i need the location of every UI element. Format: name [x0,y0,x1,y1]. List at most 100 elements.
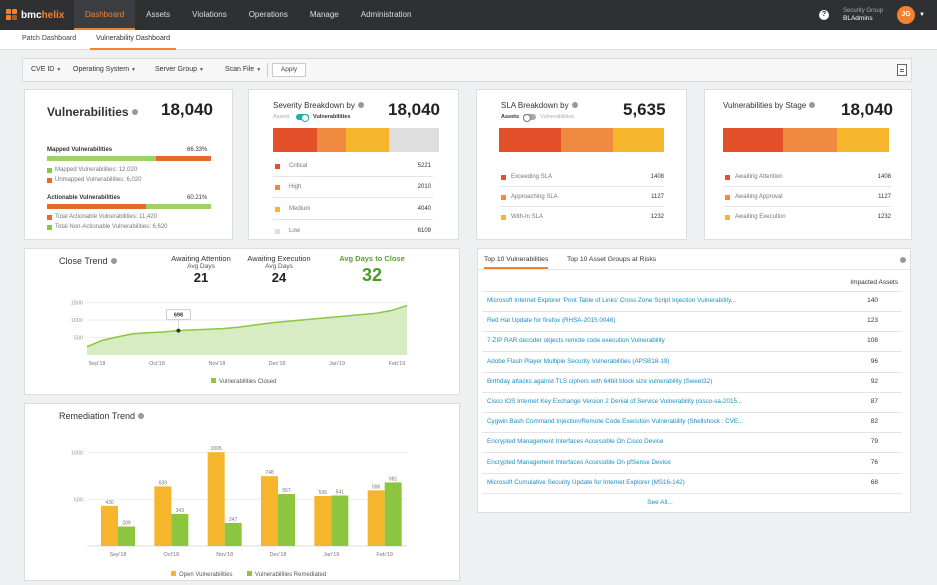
legend-swatch-mapped [47,168,52,173]
tab-top10-vulnerabilities[interactable]: Top 10 Vulnerabilities [484,256,549,269]
nav-dashboard[interactable]: Dashboard [74,0,136,30]
info-icon [571,101,578,108]
security-group[interactable]: Security Group BLAdmins [843,7,883,23]
bar-approaching [561,128,613,152]
help-icon[interactable]: ? [819,10,830,20]
impacted-assets-value: 96 [870,357,878,365]
sla-exceeding-value: 1408 [650,174,664,180]
legend-swatch-unmapped [47,178,52,183]
apply-button[interactable]: Apply [272,63,306,77]
impacted-assets-value: 68 [870,478,878,486]
bar-value-label: 343 [176,508,185,514]
highlight-point [176,328,181,333]
security-group-value: BLAdmins [843,15,873,22]
remediation-trend-chart: 500 1000 430 209 Sep'18 639 343 Oct'18 1005 247 No… [71,446,407,578]
bar-exceeding [499,128,561,152]
vulnerability-link[interactable]: Microsoft Internet Explorer 'Print Table… [487,297,737,304]
series-area-vulnerabilities-closed [87,305,407,355]
assets-vulnerabilities-toggle[interactable] [296,114,309,122]
tab-top10-asset-groups[interactable]: Top 10 Asset Groups at Risks [567,256,657,263]
stage-execution-label: Awaiting Execution [735,214,786,220]
info-icon [357,101,364,108]
document-icon[interactable] [897,64,907,76]
filter-scan-file[interactable]: Scan File ▼ [225,66,262,73]
bmc-helix-logo[interactable]: bmchelix [6,9,74,21]
stage-execution-value: 1232 [877,214,891,220]
nav-operations[interactable]: Operations [248,10,288,19]
severity-title: Severity Breakdown by [273,101,364,110]
vulnerabilities-panel: Vulnerabilities 18,040 Mapped Vulnerabil… [24,89,233,240]
mapped-bar-fill [47,156,156,161]
stat-avg-days-close: Avg Days to Close 32 [339,254,405,285]
info-icon [110,257,117,264]
bar-open [367,490,385,546]
settings-icon[interactable] [900,257,906,263]
nav-violations[interactable]: Violations [192,10,227,19]
swatch-awaiting-approval [725,195,730,200]
vulnerability-link[interactable]: Red Hat Update for firefox (RHSA-2015:00… [487,317,616,325]
legend-swatch-nonactionable [47,225,52,230]
toggle-right-label: Vulnerabilities [540,114,575,120]
top-nav: bmchelix Dashboard Assets Violations Ope… [0,0,937,30]
nav-assets[interactable]: Assets [146,10,171,19]
stat-awaiting-execution: Awaiting Execution Avg Days 24 [247,254,311,285]
nav-manage[interactable]: Manage [309,10,339,19]
vulnerability-link[interactable]: Encrypted Management Interfaces Accessib… [487,458,671,466]
bar-low [389,128,439,152]
bar-critical [273,128,317,152]
bmc-logo-icon [6,9,18,21]
sla-exceeding-label: Exceeding SLA [511,174,553,180]
bar-remediated [331,495,349,546]
x-tick-label: Feb'19 [389,361,406,367]
nav-administration[interactable]: Administration [360,10,412,19]
chevron-down-icon: ▼ [131,67,136,73]
unmapped-count: Unmapped Vulnerabilities: 6,020 [55,177,142,183]
chevron-down-icon[interactable]: ▼ [919,12,925,18]
toggle-left-label: Assets [273,114,290,120]
severity-critical-label: Critical [289,163,308,169]
table-row: Microsoft Cumulative Security Update for… [478,478,910,498]
table-row: Cisco IOS Internet Key Exchange Version … [478,397,910,417]
table-row: Adobe Flash Player Multiple Security Vul… [478,357,910,377]
vulnerability-link[interactable]: Microsoft Cumulative Security Update for… [487,478,685,486]
vulnerability-link[interactable]: Encrypted Management Interfaces Accessib… [487,438,664,446]
severity-total: 18,040 [388,100,440,119]
filter-server-group[interactable]: Server Group ▼ [155,66,204,73]
y-tick-label: 1000 [71,451,83,457]
vulnerability-link[interactable]: 7-ZIP RAR decoder objects remote code ex… [487,337,665,345]
filter-operating-system[interactable]: Operating System ▼ [73,66,136,73]
filter-cve-id[interactable]: CVE ID ▼ [31,66,62,73]
severity-panel: Severity Breakdown by 18,040 Assets Vuln… [248,89,459,240]
stage-attention-value: 1408 [877,174,891,180]
assets-vulnerabilities-toggle[interactable] [523,114,536,122]
vulnerability-link[interactable]: Birthday attacks against TLS ciphers wit… [487,377,713,385]
swatch-medium [275,207,280,212]
tab-vulnerability-dashboard[interactable]: Vulnerability Dashboard [90,30,177,50]
severity-high-label: High [289,184,302,190]
y-tick-label: 500 [74,497,83,503]
legend-label-closed: Vulnerabilities Closed [219,379,276,385]
sla-approaching-value: 1127 [651,194,664,200]
vulnerability-link[interactable]: Adobe Flash Player Multiple Security Vul… [487,357,670,365]
bar-open [314,495,332,546]
top10-panel: Top 10 Vulnerabilities Top 10 Asset Grou… [477,248,911,513]
swatch-approaching [501,195,506,200]
bar-open [261,476,278,546]
vulnerability-link[interactable]: Cisco IOS Internet Key Exchange Version … [487,398,743,405]
x-tick-label: Nov'18 [209,361,226,367]
chevron-down-icon: ▼ [56,67,62,73]
sla-title: SLA Breakdown by [501,101,578,110]
bar-value-label: 748 [265,470,274,476]
legend-label-open: Open Vulnerabilities [179,572,232,578]
impacted-assets-value: 140 [867,297,878,304]
bar-remediated [278,494,295,546]
swatch-exceeding [501,175,506,180]
x-tick-label: Sep'18 [110,552,127,558]
stage-title: Vulnerabilities by Stage [723,101,816,110]
vulnerability-link[interactable]: Cygwin Bash Command Injection/Remote Cod… [487,418,744,426]
tab-patch-dashboard[interactable]: Patch Dashboard [22,35,77,42]
table-row: Cygwin Bash Command Injection/Remote Cod… [478,417,910,437]
user-avatar[interactable]: JG [897,6,916,24]
see-all-link[interactable]: See All... [647,499,673,506]
table-row: Encrypted Management Interfaces Accessib… [478,437,910,457]
